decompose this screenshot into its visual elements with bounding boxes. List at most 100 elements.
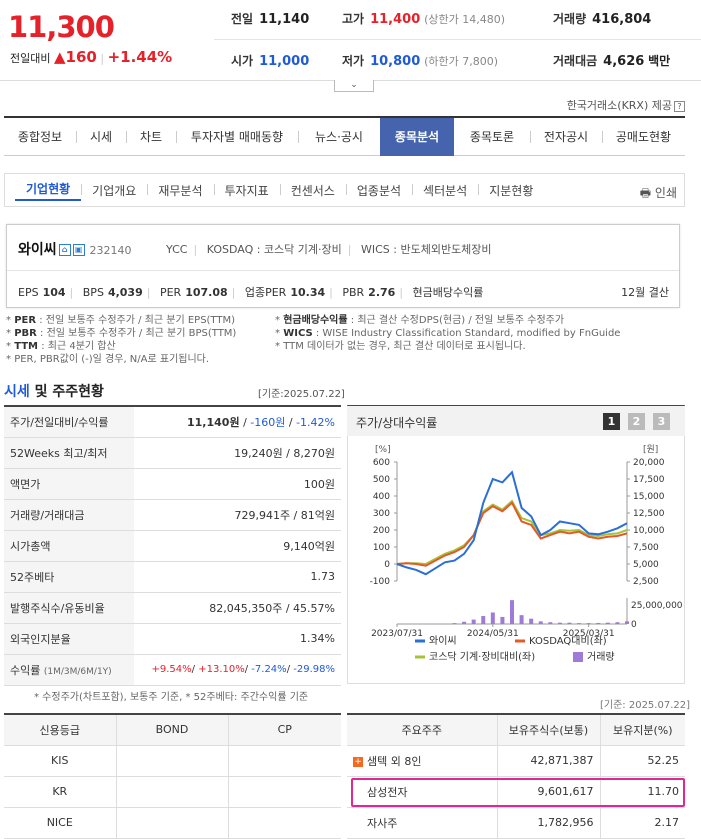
agency-name: NICE [4, 807, 117, 839]
chart-button-3[interactable]: 3 [653, 413, 670, 430]
tab-investor-trading[interactable]: 투자자별 매매동향 [176, 118, 298, 156]
dividend-yield-label: 현금배당수익률 [412, 286, 484, 299]
quote-summary-table: 주가/전일대비/수익률 11,140원 / -160원 / -1.42% 52W… [4, 405, 341, 686]
subtab-consensus[interactable]: 컨센서스 [279, 182, 346, 199]
table-header-row: 신용등급 BOND CP [4, 714, 341, 746]
tab-disclosure[interactable]: 전자공시 [530, 118, 602, 156]
subtab-sector-analysis[interactable]: 섹터분석 [412, 182, 478, 199]
holder-shares: 1,782,956 [497, 807, 601, 839]
table-row: 시가총액 9,140억원 [4, 530, 341, 562]
chevron-down-icon[interactable]: ⌄ [334, 80, 374, 92]
agency-name: KIS [4, 745, 117, 777]
legend-label: 코스닥 기계·장비대비(좌) [429, 651, 535, 663]
series-line [396, 501, 628, 567]
table-row[interactable]: + 샘텍 외 8인 42,871,387 52.25 [347, 745, 685, 777]
subtab-industry-analysis[interactable]: 업종분석 [345, 182, 412, 199]
volume-label: 거래량 [553, 12, 587, 26]
lower-limit: (하한가 7,800) [424, 55, 499, 68]
row-value: 82,045,350주 / 45.57% [134, 592, 341, 624]
cp-rating [228, 745, 341, 777]
volume-bar [529, 618, 534, 624]
help-icon[interactable]: ? [674, 101, 685, 112]
left-axis-unit: [%] [375, 445, 391, 455]
y2-tick-label: 2,500 [633, 577, 659, 587]
y-tick-label: 100 [373, 543, 390, 553]
y2-tick-label: 12,500 [633, 509, 665, 519]
building-icon[interactable]: ▣ [72, 244, 85, 256]
table-row: 주가/전일대비/수익률 11,140원 / -160원 / -1.42% [4, 406, 341, 438]
change-label: 전일대비 [10, 52, 51, 65]
table-row: 삼성전자 9,601,617 11.70 [347, 776, 685, 808]
volume: 거래량 416,804 [553, 10, 651, 27]
tab-overview[interactable]: 종합정보 [17, 130, 63, 144]
main-tabs: 종합정보 시세 차트 투자자별 매매동향 뉴스·공시 종목분석 종목토론 전자공… [4, 116, 685, 156]
major-shareholders-table: 주요주주 보유주식수(보통) 보유지분(%) + 샘텍 외 8인 42,871,3… [347, 713, 685, 839]
legend-label: 거래량 [587, 651, 615, 663]
chart-button-1[interactable]: 1 [603, 413, 620, 430]
subtab-investment-indicators[interactable]: 투자지표 [213, 182, 280, 199]
open-label: 시가 [231, 54, 254, 68]
amount-unit: 백만 [648, 54, 671, 68]
tab-chart[interactable]: 차트 [126, 118, 176, 156]
subtab-shareholding[interactable]: 지분현황 [478, 182, 544, 199]
row-value: 729,941주 / 81억원 [134, 499, 341, 531]
subtab-company-overview[interactable]: 기업개요 [81, 182, 147, 199]
tab-short-selling[interactable]: 공매도현황 [602, 118, 685, 156]
low-price: 저가 10,800 (하한가 7,800) [342, 52, 498, 69]
y-tick-label: 600 [373, 458, 390, 468]
tab-news[interactable]: 뉴스·공시 [298, 118, 380, 156]
home-icon[interactable]: ⌂ [58, 244, 71, 256]
volume-bar [615, 622, 620, 624]
table-footnote: * 수정주가(차트포함), 보통주 기준, * 52주베타: 주간수익률 기준 [34, 692, 309, 703]
high-price: 고가 11,400 (상한가 14,480) [342, 10, 505, 27]
table-row: 자사주 1,782,956 2.17 [347, 807, 685, 839]
up-arrow-icon: ▲ [53, 48, 66, 66]
provider-text: 한국거래소(KRX) 제공 [566, 99, 672, 112]
y2-tick-label: 15,000 [633, 492, 665, 502]
note-item: * TTM 데이터가 없는 경우, 최근 결산 데이터로 표시됩니다. [275, 341, 526, 352]
bond-rating [116, 807, 229, 839]
table-row: 액면가 100원 [4, 468, 341, 500]
open-value: 11,000 [259, 54, 310, 69]
volume-bar [625, 621, 629, 624]
tab-discussion[interactable]: 종목토론 [469, 130, 515, 144]
prev-close: 전일 11,140 [231, 10, 309, 27]
note-item: * PER, PBR값이 (-)일 경우, N/A로 표기됩니다. [6, 354, 210, 365]
cp-rating [228, 776, 341, 808]
bps-label: BPS [82, 286, 104, 299]
row-label: 발행주식수/유동비율 [4, 592, 134, 624]
volume-bar [567, 622, 572, 624]
holder-name[interactable]: + 샘텍 외 8인 [347, 745, 498, 777]
volume-bar [452, 623, 457, 624]
row-value: 1.34% [134, 623, 341, 655]
company-market: KOSDAQ : 코스닥 기계·장비 [206, 243, 342, 256]
subtab-financial-analysis[interactable]: 재무분석 [147, 182, 213, 199]
tab-quotes[interactable]: 시세 [76, 118, 126, 156]
trade-amount: 거래대금 4,626 백만 [553, 52, 670, 69]
table-row: KR [4, 776, 341, 808]
printer-icon: 🖶 [639, 186, 652, 200]
expand-plus-icon[interactable]: + [353, 756, 363, 767]
low-label: 저가 [342, 54, 365, 68]
subtab-company-status[interactable]: 기업현황 [15, 180, 82, 201]
column-header: CP [228, 714, 341, 746]
change-percent: +1.44% [107, 48, 173, 66]
amount-label: 거래대금 [553, 54, 598, 68]
row-label: 주가/전일대비/수익률 [4, 406, 134, 438]
fiscal-year: 12월 결산 [621, 286, 669, 299]
data-provider: 한국거래소(KRX) 제공? [567, 97, 685, 113]
pbr-value: 2.76 [368, 286, 396, 299]
stock-code: 232140 [89, 244, 132, 257]
volume-bar [557, 622, 562, 624]
print-button[interactable]: 🖶 인쇄 [640, 184, 677, 205]
y-tick-label: 500 [373, 475, 390, 485]
notes-right: * 현금배당수익률 : 최근 결산 수정DPS(현금) / 전일 보통주 수정주… [275, 314, 620, 353]
tab-stock-analysis[interactable]: 종목분석 [380, 118, 454, 156]
table-row: 발행주식수/유동비율 82,045,350주 / 45.57% [4, 592, 341, 624]
pbr-label: PBR [342, 286, 365, 299]
series-line [396, 499, 628, 566]
per-value: 107.08 [185, 286, 228, 299]
row-label: 52Weeks 최고/최저 [4, 437, 134, 469]
row-label: 수익률 (1M/3M/6M/1Y) [4, 654, 134, 686]
chart-button-2[interactable]: 2 [628, 413, 645, 430]
